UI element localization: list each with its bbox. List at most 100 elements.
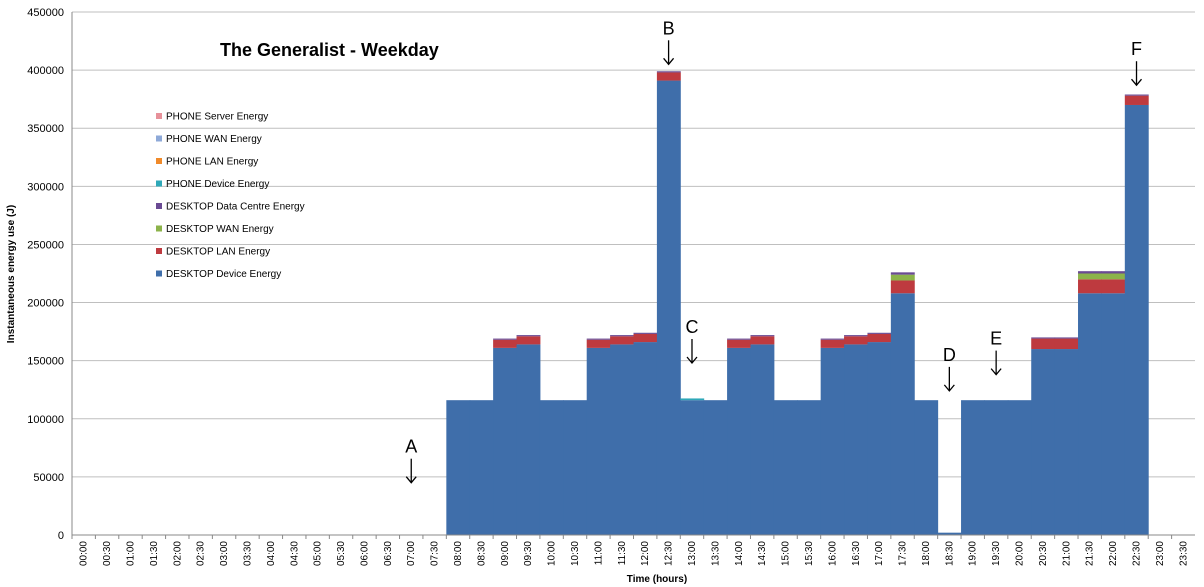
bar-desktop-wan-energy	[1078, 273, 1102, 280]
bar-desktop-lan-energy	[586, 339, 611, 348]
y-tick-label: 150000	[27, 356, 64, 368]
bar-desktop-lan-energy	[656, 72, 681, 81]
bar-desktop-lan-energy	[1101, 279, 1126, 294]
bar-desktop-data-centre-energy	[516, 335, 541, 337]
x-tick-label: 14:30	[757, 541, 768, 566]
x-tick-label: 00:30	[102, 541, 113, 566]
x-tick-label: 19:00	[968, 541, 979, 566]
annotation-label-b: B	[663, 18, 675, 38]
annotation-arrowhead	[943, 384, 955, 392]
y-tick-label: 100000	[27, 414, 64, 426]
bar-desktop-device-energy	[680, 400, 705, 535]
bar-desktop-device-energy	[516, 344, 541, 535]
annotation-label-e: E	[990, 329, 1002, 349]
legend-label: DESKTOP Device Energy	[166, 269, 281, 280]
legend-swatch	[156, 203, 162, 209]
bar-desktop-data-centre-energy	[1101, 271, 1126, 274]
bar-desktop-data-centre-energy	[890, 272, 915, 275]
bar-desktop-device-energy	[750, 344, 775, 535]
bar-desktop-data-centre-energy	[1054, 337, 1079, 339]
chart-title: The Generalist - Weekday	[220, 40, 439, 60]
y-tick-label: 0	[58, 530, 64, 542]
bar-desktop-data-centre-energy	[750, 335, 775, 337]
bar-desktop-wan-energy	[890, 274, 915, 281]
bar-desktop-data-centre-energy	[727, 338, 751, 340]
bar-desktop-device-energy	[984, 400, 1009, 535]
x-tick-label: 16:30	[851, 541, 862, 566]
x-tick-label: 07:00	[406, 541, 417, 566]
x-tick-label: 20:30	[1038, 541, 1049, 566]
bar-desktop-data-centre-energy	[844, 335, 868, 337]
annotation-arrowhead	[1131, 78, 1143, 87]
y-axis-title: Instantaneous energy use (J)	[6, 205, 17, 343]
bar-desktop-device-energy	[563, 400, 588, 535]
x-tick-label: 08:00	[453, 541, 464, 566]
x-tick-label: 01:00	[125, 541, 136, 566]
bar-desktop-lan-energy	[610, 336, 634, 345]
y-tick-label: 250000	[27, 239, 64, 251]
bar-desktop-data-centre-energy	[633, 332, 658, 334]
bar-desktop-device-energy	[539, 400, 564, 535]
bar-desktop-lan-energy	[633, 333, 658, 343]
legend-label: PHONE Server Energy	[166, 112, 268, 123]
legend-swatch	[156, 225, 162, 232]
x-tick-label: 22:00	[1108, 541, 1119, 566]
x-tick-label: 16:00	[827, 541, 838, 566]
legend: PHONE Server Energy PHONE WAN Energy PHONE…	[156, 112, 305, 280]
bar-desktop-device-energy	[1078, 293, 1102, 535]
bar-desktop-device-energy	[1124, 104, 1149, 535]
annotations: A B C D E F	[405, 18, 1143, 484]
y-tick-label: 200000	[27, 298, 64, 310]
bar-phone-device-energy	[680, 398, 705, 401]
legend-swatch	[156, 248, 162, 254]
x-tick-label: 17:00	[874, 541, 885, 566]
x-tick-label: 08:30	[476, 541, 487, 566]
bar-desktop-device-energy	[446, 400, 471, 535]
bar-desktop-lan-energy	[727, 339, 751, 348]
x-tick-label: 23:30	[1178, 541, 1189, 566]
bar-desktop-lan-energy	[1054, 338, 1079, 350]
x-tick-label: 06:30	[383, 541, 394, 566]
x-tick-label: 10:00	[547, 541, 558, 566]
y-tick-label: 450000	[27, 7, 64, 19]
bar-desktop-lan-energy	[1031, 338, 1056, 350]
bar-desktop-device-energy	[1007, 400, 1032, 535]
x-tick-label: 15:00	[781, 541, 792, 566]
legend-label: DESKTOP LAN Energy	[166, 247, 270, 258]
bar-desktop-data-centre-energy	[820, 338, 845, 340]
bar-desktop-device-energy	[937, 532, 962, 535]
x-tick-label: 21:30	[1085, 541, 1096, 566]
bar-desktop-data-centre-energy	[1031, 337, 1056, 339]
x-tick-label: 06:00	[359, 541, 370, 566]
x-tick-label: 15:30	[804, 541, 815, 566]
x-tick-label: 02:00	[172, 541, 183, 566]
y-tick-labels: 0 50000 100000 150000 200000 250000 300000 3500…	[27, 7, 64, 542]
legend-swatch	[156, 270, 162, 277]
bar-desktop-device-energy	[773, 400, 798, 535]
x-tick-label: 13:30	[710, 541, 721, 566]
bar-desktop-device-energy	[914, 400, 939, 535]
x-tick-label: 04:30	[289, 541, 300, 566]
bar-desktop-device-energy	[469, 400, 494, 535]
bar-desktop-lan-energy	[890, 280, 915, 294]
x-tick-label: 03:00	[219, 541, 230, 566]
bar-desktop-device-energy	[493, 347, 518, 535]
x-tick-label: 23:00	[1155, 541, 1166, 566]
x-tick-label: 09:00	[500, 541, 511, 566]
y-tick-label: 350000	[27, 123, 64, 135]
x-tick-label: 17:30	[898, 541, 909, 566]
annotation-arrowhead	[686, 356, 698, 365]
bar-desktop-device-energy	[797, 400, 822, 535]
x-tick-label: 18:30	[944, 541, 955, 566]
bar-desktop-lan-energy	[844, 336, 868, 345]
x-tick-label: 09:30	[523, 541, 534, 566]
bar-desktop-device-energy	[1101, 293, 1126, 535]
x-tick-label: 00:00	[79, 541, 90, 566]
x-tick-label: 13:00	[687, 541, 698, 566]
bar-desktop-device-energy	[703, 400, 728, 535]
x-tick-label: 05:00	[313, 541, 324, 566]
bar-desktop-device-energy	[890, 293, 915, 535]
bar-desktop-lan-energy	[750, 336, 775, 345]
x-tick-label: 10:30	[570, 541, 581, 566]
